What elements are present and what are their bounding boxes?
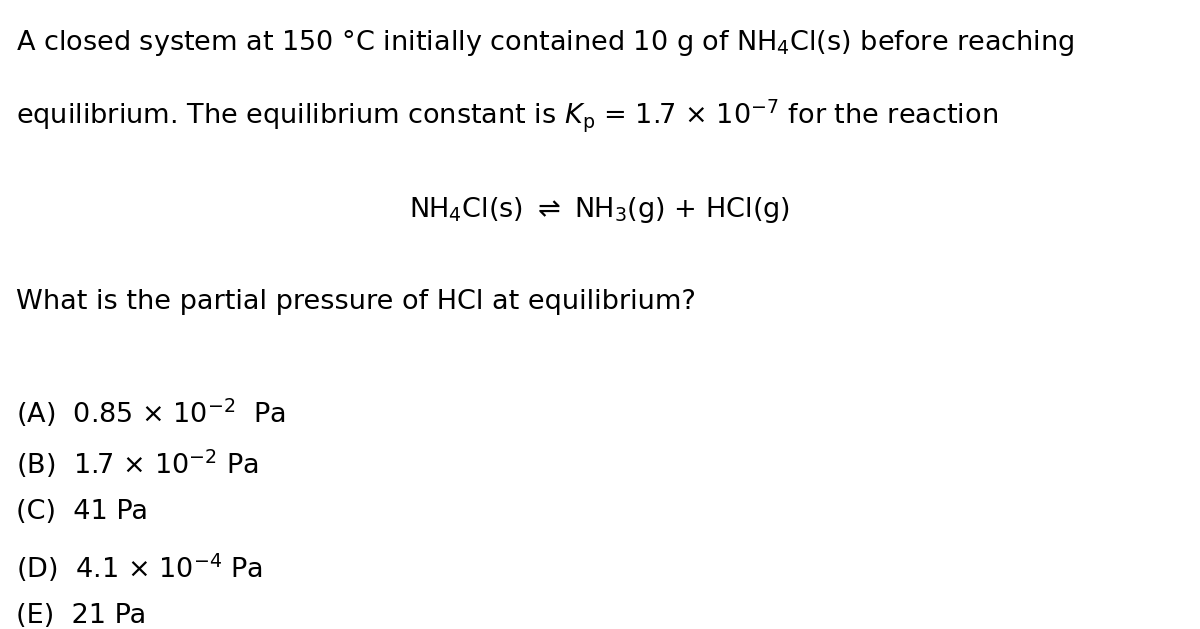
Text: (B)  1.7 × 10$^{-2}$ Pa: (B) 1.7 × 10$^{-2}$ Pa (16, 448, 258, 481)
Text: What is the partial pressure of HCl at equilibrium?: What is the partial pressure of HCl at e… (16, 289, 696, 315)
Text: (A)  0.85 × 10$^{-2}$  Pa: (A) 0.85 × 10$^{-2}$ Pa (16, 396, 286, 429)
Text: (C)  41 Pa: (C) 41 Pa (16, 499, 148, 525)
Text: NH$_4$Cl(s) $\rightleftharpoons$ NH$_3$(g) + HCl(g): NH$_4$Cl(s) $\rightleftharpoons$ NH$_3$(… (409, 195, 791, 225)
Text: A closed system at 150 °C initially contained 10 g of NH$_4$Cl(s) before reachin: A closed system at 150 °C initially cont… (16, 28, 1074, 58)
Text: (D)  4.1 × 10$^{-4}$ Pa: (D) 4.1 × 10$^{-4}$ Pa (16, 551, 263, 584)
Text: (E)  21 Pa: (E) 21 Pa (16, 603, 146, 628)
Text: equilibrium. The equilibrium constant is $\mathit{K}_\mathrm{p}$ = 1.7 × 10$^{-7: equilibrium. The equilibrium constant is… (16, 97, 997, 135)
